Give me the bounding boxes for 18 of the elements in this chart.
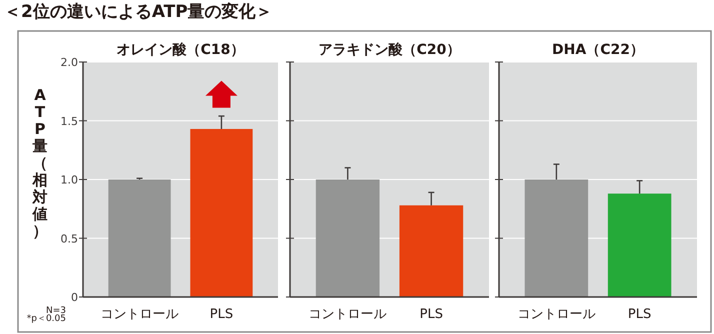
- chart-title: オレイン酸（C18）: [116, 42, 244, 58]
- chart-title: アラキドン酸（C20）: [318, 42, 460, 58]
- y-tick-label: 2.0: [60, 56, 78, 69]
- x-tick-label: コントロール: [100, 307, 179, 322]
- y-tick-label: 0.5: [60, 232, 78, 246]
- x-tick-label: PLS: [210, 307, 234, 322]
- chart-title: DHA（C22）: [552, 42, 644, 58]
- y-tick-label: 1.0: [60, 174, 78, 186]
- text: *p＜0.05: [26, 314, 66, 324]
- text: ＜2位の違いによるATP量の変化＞: [4, 2, 273, 22]
- y-tick-label: 0: [71, 291, 78, 304]
- y-tick-label: 1.5: [60, 114, 78, 128]
- text: N=3: [46, 306, 66, 316]
- x-tick-label: PLS: [420, 307, 443, 322]
- x-tick-label: PLS: [628, 307, 652, 322]
- text: ATP量（相対値）: [32, 86, 48, 240]
- x-tick-label: コントロール: [517, 307, 596, 322]
- x-tick-label: コントロール: [308, 307, 387, 322]
